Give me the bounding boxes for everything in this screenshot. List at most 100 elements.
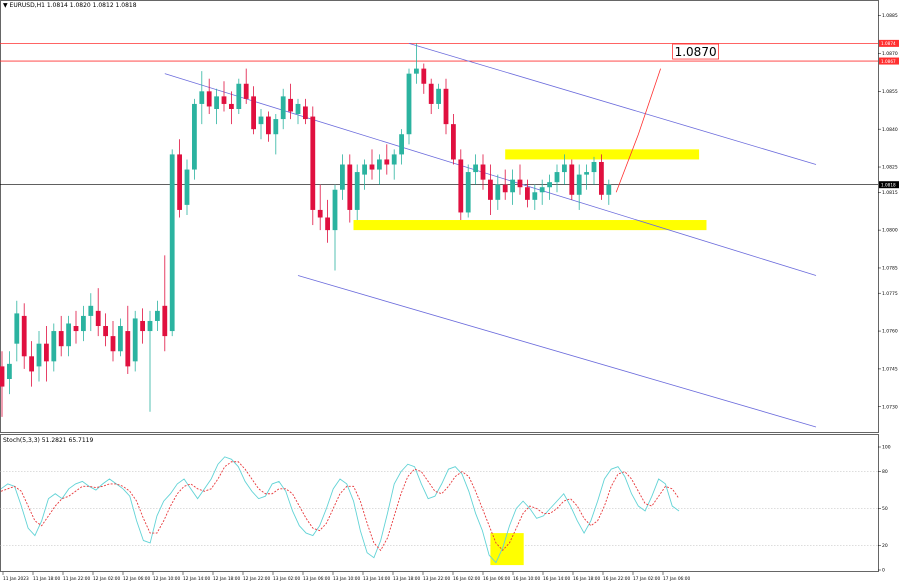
time-axis-label: 13 Jan 22:00 [423,576,450,582]
current-price-tag [879,181,899,189]
candle-body [347,164,353,210]
candle-body [199,91,205,104]
candle [118,318,123,357]
candle-body [73,326,79,332]
candle [88,293,94,332]
candle [288,83,293,120]
candle [214,88,219,125]
candle [414,43,419,84]
candle-body [147,320,153,332]
time-axis-label: 16 Jan 06:00 [483,576,510,582]
candle [517,164,523,195]
candle [451,114,456,165]
candle-body [132,318,138,362]
candle [532,184,538,210]
candle-body [591,161,597,173]
candle-body [184,169,190,205]
candle [140,308,145,344]
resistance-price-tag [879,57,899,65]
candle-body [377,159,382,170]
time-axis-label: 11 Jan 2023 [3,576,29,582]
candle-body [369,164,375,170]
candle [458,149,464,221]
candle [44,326,49,382]
candle [510,169,515,205]
candle [384,144,390,175]
candle [391,149,397,180]
candle-body [502,184,508,193]
candle-body [29,356,34,372]
candle [184,159,190,215]
time-axis-label: 16 Jan 10:00 [513,576,540,582]
candle-body [288,98,293,112]
candle-body [428,83,434,104]
time-axis-label: 13 Jan 02:00 [273,576,300,582]
target-price-label: 1.0870 [675,45,717,59]
candle [58,315,64,357]
candle-body [443,88,449,125]
resistance-price-tag [879,39,899,47]
candle [347,154,353,223]
candle [206,78,212,115]
candle-body [266,116,271,135]
range-zone [505,149,700,160]
resistance-price-label: 1.0867 [881,59,896,64]
time-axis-label: 16 Jan 02:00 [453,576,480,582]
stochastic-pane-frame [0,434,879,572]
candle-body [325,217,330,231]
candle [369,149,375,180]
candle-body [66,323,71,347]
candle-body [140,320,145,332]
stochastic-main-line [0,456,680,564]
candle [591,156,597,185]
candle [599,154,604,200]
candle-body [510,179,515,193]
price-axis-label: 1.0815 [882,190,898,196]
candle-body [332,189,338,231]
candle-body [88,305,94,316]
time-axis-label: 11 Jan 18:00 [33,576,60,582]
time-axis-label: 12 Jan 06:00 [123,576,150,582]
candle-body [0,366,5,387]
candle [21,303,27,369]
time-axis-label: 17 Jan 02:00 [633,576,660,582]
time-axis-label: 12 Jan 10:00 [153,576,180,582]
candle-body [599,161,604,195]
time-axis-label: 13 Jan 10:00 [333,576,360,582]
candle [488,164,493,215]
candle-body [214,96,219,109]
candle [29,341,34,387]
time-axis-label: 12 Jan 14:00 [183,576,210,582]
candle [273,114,279,155]
candle-body [495,184,501,200]
candle [502,169,508,200]
candle [332,184,338,271]
candle [584,164,589,190]
candle-body [280,96,286,120]
target-price-box [672,43,719,60]
candle [162,255,168,352]
candle [81,305,86,342]
candle-body [569,164,575,195]
candle [295,98,301,125]
candle-body [303,106,308,120]
candle [110,320,116,362]
time-axis-label: 17 Jan 06:00 [663,576,690,582]
candle [51,323,57,372]
candle [562,154,567,185]
candle [495,174,501,210]
candle [377,154,382,185]
candle-body [177,154,182,210]
candle [221,81,227,112]
candle-body [391,154,397,165]
candle-body [340,164,345,190]
stochastic-info-label: Stoch(5,3,3) 51.2821 65.7119 [3,437,94,444]
candle [125,305,131,374]
candle-body [162,305,168,337]
projection-arrow [615,68,661,193]
time-axis-label: 16 Jan 18:00 [573,576,600,582]
candle-body [169,154,175,332]
stochastic-axis-label: 80 [882,469,888,475]
channel-lower-line [297,275,817,428]
